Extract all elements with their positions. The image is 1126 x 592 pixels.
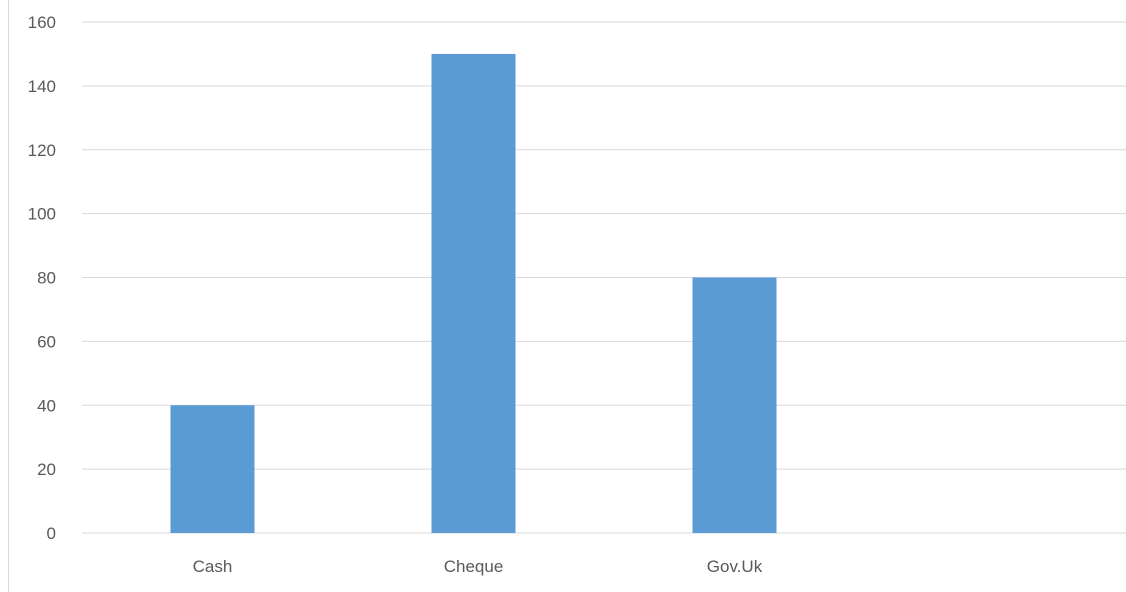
y-tick-label: 120 xyxy=(28,141,56,160)
x-category-label: Gov.Uk xyxy=(707,557,763,576)
y-tick-label: 100 xyxy=(28,205,56,224)
y-tick-label: 160 xyxy=(28,13,56,32)
bar-gov-uk xyxy=(692,277,777,533)
y-tick-label: 20 xyxy=(37,460,56,479)
x-category-label: Cheque xyxy=(444,557,504,576)
y-tick-label: 60 xyxy=(37,332,56,351)
bar-cash xyxy=(170,405,255,533)
x-category-label: Cash xyxy=(193,557,233,576)
y-tick-label: 80 xyxy=(37,269,56,288)
y-tick-label: 40 xyxy=(37,396,56,415)
bar-cheque xyxy=(431,53,516,533)
y-tick-label: 140 xyxy=(28,77,56,96)
y-tick-label: 0 xyxy=(47,524,56,543)
chart-left-border xyxy=(8,0,9,592)
